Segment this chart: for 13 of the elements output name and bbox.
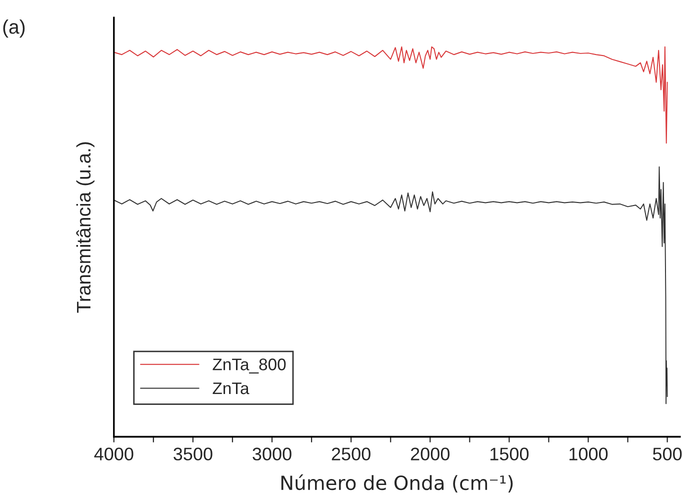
x-tick-label: 4000 — [94, 448, 134, 460]
x-axis-title: Número de Onda (cm⁻¹) — [281, 474, 513, 492]
chart-title: (a) — [3, 20, 25, 38]
x-tick-label: 1500 — [490, 448, 529, 460]
x-tick-label: 3500 — [174, 448, 212, 460]
y-axis-title: Transmitância (u.a.) — [76, 142, 94, 313]
x-tick-label: 3000 — [252, 448, 292, 460]
x-tick-label: 1000 — [570, 448, 608, 460]
x-tick-label: 500 — [652, 448, 682, 460]
x-tick-label: 2000 — [410, 448, 450, 460]
legend-label: ZnTa_800 — [212, 358, 286, 374]
x-tick-label: 2500 — [332, 448, 370, 460]
legend-label: ZnTa — [212, 382, 250, 394]
